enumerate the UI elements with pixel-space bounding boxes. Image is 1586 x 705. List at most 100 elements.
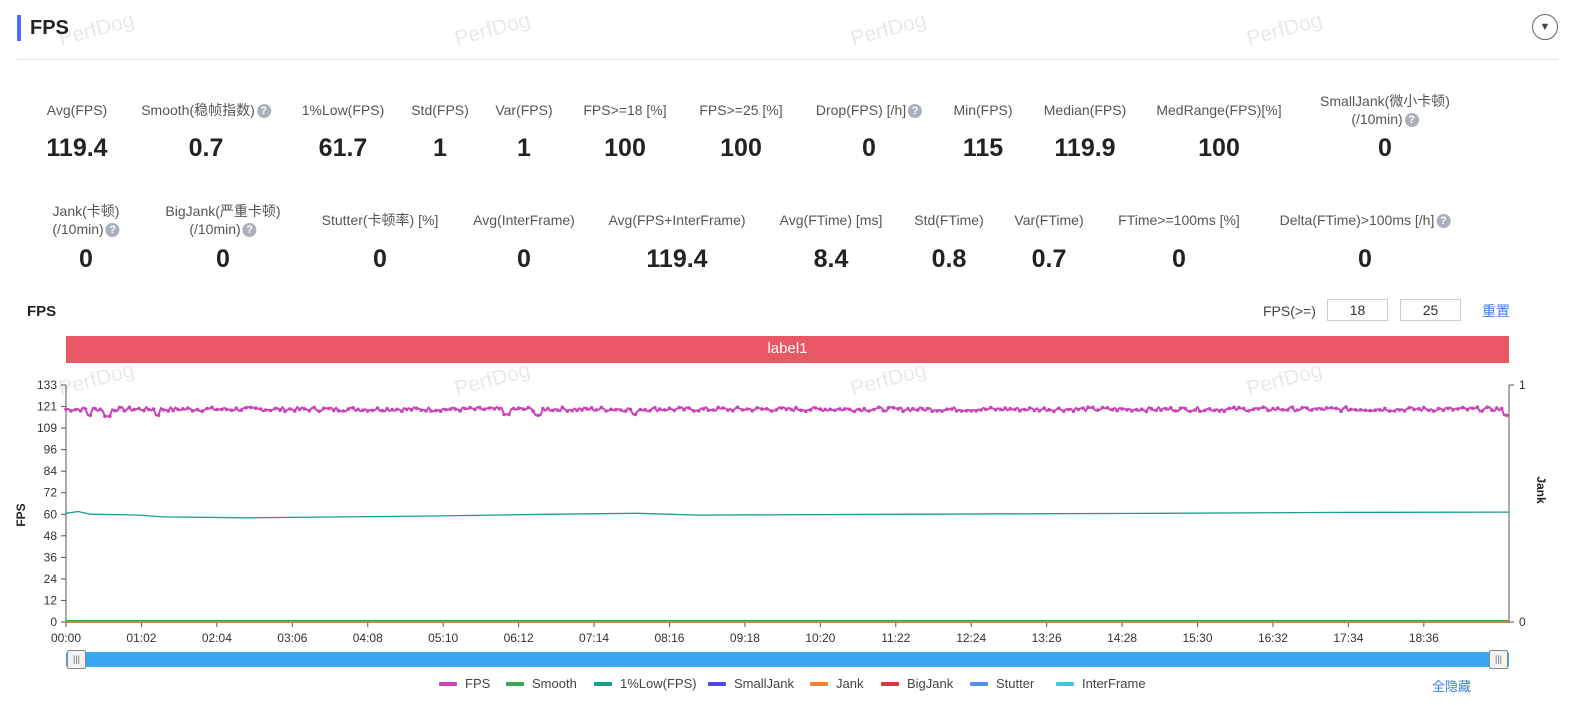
fps-point xyxy=(1120,407,1124,411)
collapse-toggle-button[interactable]: ▼ xyxy=(1532,14,1558,40)
y-tick-label: 109 xyxy=(37,421,57,435)
x-tick-label: 18:36 xyxy=(1409,631,1439,645)
metric-value: 61.7 xyxy=(318,134,368,162)
legend-label: Stutter xyxy=(996,676,1035,691)
fps-point xyxy=(867,409,871,413)
time-range-scrollbar[interactable] xyxy=(66,652,1509,667)
label-band[interactable]: label1 xyxy=(66,336,1509,363)
fps-point xyxy=(487,406,492,410)
legend-item-stutter[interactable]: Stutter xyxy=(970,675,1034,693)
metric-label: BigJank(严重卡顿) (/10min)? xyxy=(165,202,281,238)
fps-point xyxy=(458,409,463,413)
range-end-handle[interactable]: ||| xyxy=(1489,650,1508,669)
fps-point xyxy=(1392,409,1397,413)
fps-point xyxy=(258,407,263,411)
legend-swatch-icon xyxy=(439,681,457,686)
fps-point xyxy=(847,407,852,412)
fps-point xyxy=(434,408,438,413)
metric-label-text: 1%Low(FPS) xyxy=(301,102,385,118)
x-tick-label: 07:14 xyxy=(579,631,609,645)
fps-point xyxy=(1461,405,1465,410)
fps-point xyxy=(1159,408,1163,413)
reset-button[interactable]: 重置 xyxy=(1482,303,1510,319)
metric-label: FPS>=18 [%] xyxy=(583,101,666,119)
legend-item-1lowfps[interactable]: 1%Low(FPS) xyxy=(594,675,697,693)
watermark: PerfDog xyxy=(452,8,533,51)
fps-point xyxy=(1319,407,1324,411)
fps-point xyxy=(1198,409,1202,414)
fps-point xyxy=(210,405,214,410)
fps-point xyxy=(1276,406,1280,410)
fps-point xyxy=(268,408,273,413)
fps-point xyxy=(687,406,691,410)
help-icon[interactable]: ? xyxy=(908,104,923,119)
fps-point xyxy=(609,407,613,412)
fps-point xyxy=(682,407,686,412)
fps-point xyxy=(351,406,355,410)
fps-threshold-input-2[interactable]: 25 xyxy=(1400,299,1461,321)
fps-point xyxy=(1164,406,1168,411)
hide-all-button[interactable]: 全隐藏 xyxy=(1432,679,1472,694)
fps-point xyxy=(117,405,122,410)
fps-point xyxy=(1475,405,1480,409)
fps-point xyxy=(463,406,467,411)
fps-point xyxy=(672,408,677,413)
fps-threshold-input-1[interactable]: 18 xyxy=(1327,299,1388,321)
fps-point xyxy=(336,408,341,413)
range-start-handle[interactable]: ||| xyxy=(67,650,86,669)
metric-value: 0.8 xyxy=(931,245,967,273)
x-tick-label: 05:10 xyxy=(428,631,458,645)
fps-point xyxy=(292,409,297,413)
help-icon[interactable]: ? xyxy=(242,223,257,238)
fps-point xyxy=(808,408,813,412)
fps-point xyxy=(1363,408,1368,413)
legend-item-fps[interactable]: FPS xyxy=(439,675,490,693)
fps-point xyxy=(774,408,779,412)
help-icon[interactable]: ? xyxy=(256,104,271,119)
fps-point xyxy=(959,409,964,413)
fps-point xyxy=(395,407,399,412)
x-tick-label: 12:24 xyxy=(956,631,986,645)
x-tick-label: 13:26 xyxy=(1032,631,1062,645)
legend-item-smalljank[interactable]: SmallJank xyxy=(708,675,794,693)
metric-value: 119.4 xyxy=(646,245,708,273)
fps-point xyxy=(249,405,253,410)
fps-point xyxy=(1100,405,1105,410)
fps-point xyxy=(1339,409,1343,413)
legend-swatch-icon xyxy=(810,681,828,686)
metric-label-text: Std(FPS) xyxy=(411,102,469,118)
fps-point xyxy=(911,406,915,411)
y-tick-label: 12 xyxy=(44,593,58,607)
help-icon[interactable]: ? xyxy=(1436,214,1451,229)
metric-label: Std(FPS) xyxy=(411,101,469,119)
fps-point xyxy=(1256,407,1261,411)
fps-point xyxy=(166,409,170,413)
fps-point xyxy=(1246,409,1251,413)
fps-point xyxy=(1027,406,1032,410)
fps-point xyxy=(1003,406,1008,410)
fps-point xyxy=(1149,406,1154,411)
fps-point xyxy=(507,412,511,417)
y-tick-label: 60 xyxy=(44,507,58,521)
fps-point xyxy=(1251,407,1256,411)
fps-point xyxy=(302,407,307,411)
legend-item-bigjank[interactable]: BigJank xyxy=(881,675,953,693)
metric-value: 0 xyxy=(216,245,230,273)
fps-point xyxy=(1271,406,1275,411)
fps-point xyxy=(1125,408,1129,412)
fps-point xyxy=(1091,405,1095,410)
legend-item-interframe[interactable]: InterFrame xyxy=(1056,675,1146,693)
fps-point xyxy=(83,407,88,411)
fps-point xyxy=(589,406,594,410)
fps-point xyxy=(88,413,93,418)
fps-point xyxy=(813,406,818,410)
help-icon[interactable]: ? xyxy=(105,223,120,238)
y-tick-label: 48 xyxy=(44,529,58,543)
legend-item-smooth[interactable]: Smooth xyxy=(506,675,577,693)
fps-point xyxy=(740,408,745,412)
fps-point xyxy=(229,408,234,412)
fps-point xyxy=(779,406,784,410)
fps-point xyxy=(1183,406,1188,411)
legend-item-jank[interactable]: Jank xyxy=(810,675,863,693)
help-icon[interactable]: ? xyxy=(1404,113,1419,128)
